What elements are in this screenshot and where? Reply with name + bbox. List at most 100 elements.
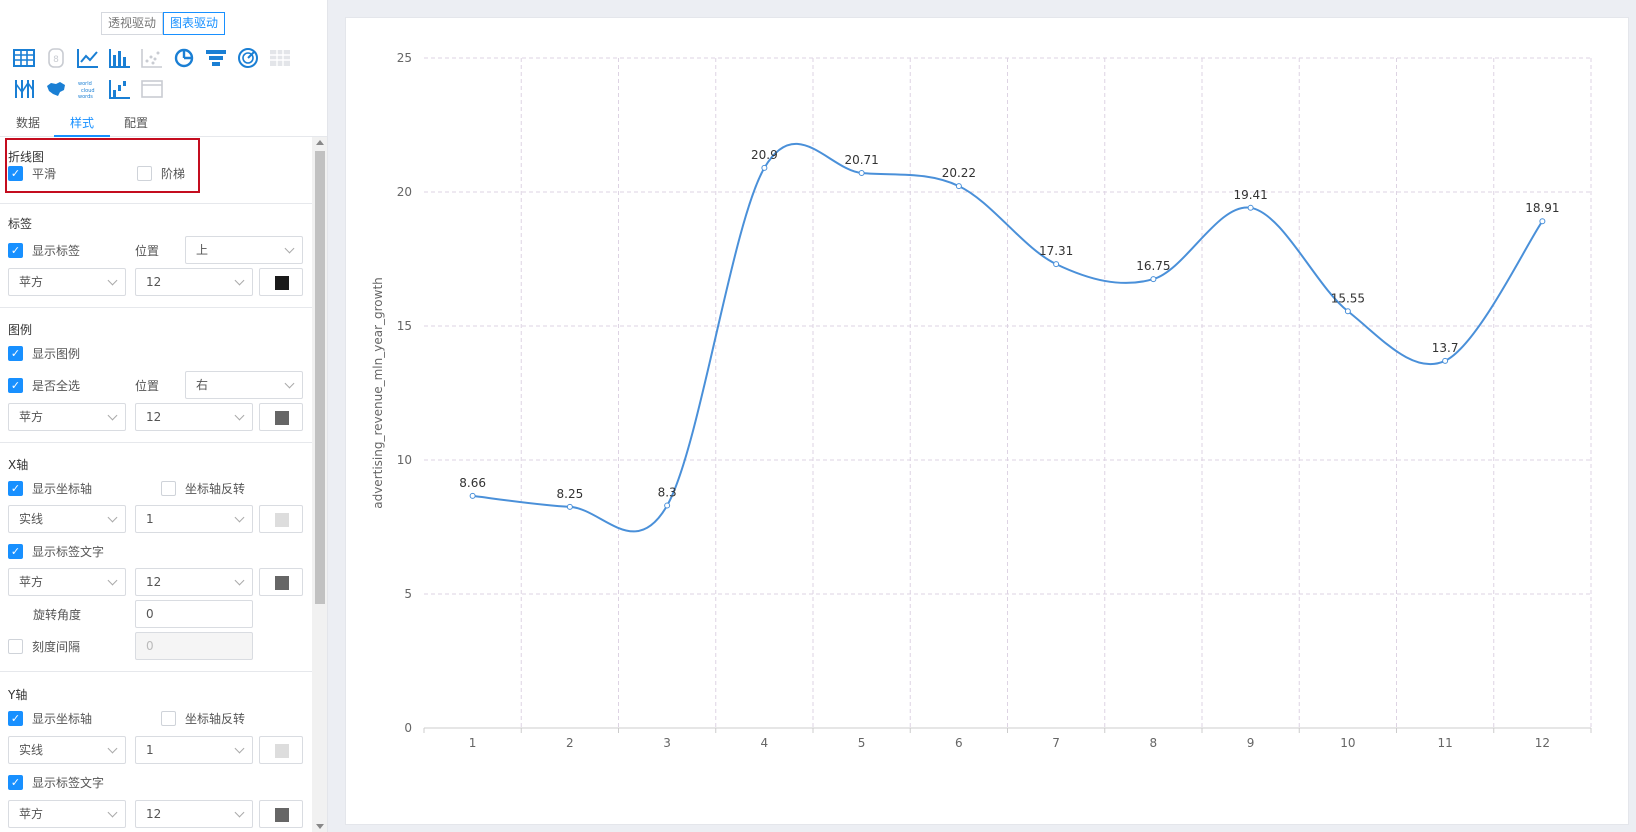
legend-font-select[interactable]: 苹方 xyxy=(8,403,126,431)
data-label: 20.9 xyxy=(751,148,778,162)
label-position-value: 上 xyxy=(196,243,209,257)
x-text-color-picker[interactable] xyxy=(259,568,303,596)
indicator-icon[interactable]: 8 xyxy=(40,44,72,72)
y-show-label-text-option[interactable]: ✓ 显示标签文字 xyxy=(8,774,104,791)
tab-config[interactable]: 配置 xyxy=(124,116,149,130)
y-show-axis-option[interactable]: ✓ 显示坐标轴 xyxy=(8,710,92,727)
x-line-width-select[interactable]: 1 xyxy=(135,505,253,533)
data-label: 13.7 xyxy=(1432,341,1459,355)
svg-text:world: world xyxy=(78,81,92,87)
scroll-down-icon[interactable] xyxy=(316,824,324,829)
label-position-text: 位置 xyxy=(135,244,160,258)
y-line-color-picker[interactable] xyxy=(259,736,303,764)
y-text-color-picker[interactable] xyxy=(259,800,303,828)
y-line-style-select[interactable]: 实线 xyxy=(8,736,126,764)
data-label: 18.91 xyxy=(1525,201,1559,215)
chart-driven-button[interactable]: 图表驱动 xyxy=(163,12,226,35)
data-label: 8.3 xyxy=(658,486,677,500)
wordcloud-icon[interactable]: world cloud words xyxy=(72,75,104,103)
line-chart-icon[interactable] xyxy=(72,44,104,72)
panel-scrollbar[interactable] xyxy=(312,137,327,832)
legend-position-text: 位置 xyxy=(135,379,160,393)
data-point xyxy=(1053,261,1060,268)
svg-text:words: words xyxy=(78,94,93,100)
label-color-picker[interactable] xyxy=(259,268,303,296)
tab-data[interactable]: 数据 xyxy=(16,116,41,130)
x-line-color-picker[interactable] xyxy=(259,505,303,533)
select-all-option[interactable]: ✓ 是否全选 xyxy=(8,377,80,394)
x-tick-label: 11 xyxy=(1437,736,1452,750)
label-size-select[interactable]: 12 xyxy=(135,268,253,296)
x-tick-label: 10 xyxy=(1340,736,1355,750)
y-reverse-checkbox[interactable] xyxy=(161,711,176,726)
parallel-icon[interactable] xyxy=(8,75,40,103)
show-label-option[interactable]: ✓ 显示标签 xyxy=(8,242,80,259)
select-all-checkbox[interactable]: ✓ xyxy=(8,378,23,393)
bar-chart-icon[interactable] xyxy=(104,44,136,72)
show-legend-option[interactable]: ✓ 显示图例 xyxy=(8,345,80,362)
legend-position-select[interactable]: 右 xyxy=(185,371,303,399)
legend-size-select[interactable]: 12 xyxy=(135,403,253,431)
x-tick-label: 2 xyxy=(566,736,574,750)
label-section-title: 标签 xyxy=(8,217,33,231)
y-reverse-option[interactable]: 坐标轴反转 xyxy=(161,710,245,727)
x-size-value: 12 xyxy=(146,575,162,589)
table-icon[interactable] xyxy=(8,44,40,72)
funnel-icon[interactable] xyxy=(200,44,232,72)
label-position-select[interactable]: 上 xyxy=(185,236,303,264)
x-interval-value: 0 xyxy=(146,639,154,653)
step-checkbox[interactable] xyxy=(137,166,152,181)
y-tick-label: 15 xyxy=(397,319,412,333)
y-text-color-swatch xyxy=(275,808,289,822)
heatmap-icon[interactable] xyxy=(264,44,296,72)
smooth-option[interactable]: ✓ 平滑 xyxy=(8,165,56,182)
y-show-axis-checkbox[interactable]: ✓ xyxy=(8,711,23,726)
pivot-driven-button[interactable]: 透视驱动 xyxy=(101,12,164,35)
scroll-up-icon[interactable] xyxy=(316,140,324,145)
scatter-icon[interactable] xyxy=(136,44,168,72)
y-line-width-select[interactable]: 1 xyxy=(135,736,253,764)
legend-font-value: 苹方 xyxy=(19,410,44,424)
label-font-select[interactable]: 苹方 xyxy=(8,268,126,296)
x-reverse-checkbox[interactable] xyxy=(161,481,176,496)
x-reverse-option[interactable]: 坐标轴反转 xyxy=(161,480,245,497)
map-icon[interactable] xyxy=(40,75,72,103)
x-font-select[interactable]: 苹方 xyxy=(8,568,126,596)
y-line-style-value: 实线 xyxy=(19,743,44,757)
x-rotate-value: 0 xyxy=(146,607,154,621)
y-tick-label: 5 xyxy=(404,587,412,601)
settings-panel: 透视驱动 图表驱动 8 xyxy=(0,0,328,832)
show-legend-label: 显示图例 xyxy=(32,347,81,361)
x-interval-input[interactable]: 0 xyxy=(135,632,253,660)
show-label-checkbox[interactable]: ✓ xyxy=(8,243,23,258)
tab-style[interactable]: 样式 xyxy=(54,108,111,137)
x-show-label-text-checkbox[interactable]: ✓ xyxy=(8,544,23,559)
show-legend-checkbox[interactable]: ✓ xyxy=(8,346,23,361)
x-show-axis-option[interactable]: ✓ 显示坐标轴 xyxy=(8,480,92,497)
x-interval-option[interactable]: 刻度间隔 xyxy=(8,638,80,655)
pie-chart-icon[interactable] xyxy=(168,44,200,72)
x-show-axis-checkbox[interactable]: ✓ xyxy=(8,481,23,496)
legend-color-picker[interactable] xyxy=(259,403,303,431)
chart-card: 0 5 10 15 20 25 1 2 3 4 5 6 7 8 9 10 11 12 advertising_rev… xyxy=(345,17,1629,825)
x-size-select[interactable]: 12 xyxy=(135,568,253,596)
x-line-style-select[interactable]: 实线 xyxy=(8,505,126,533)
rich-text-icon[interactable] xyxy=(136,75,168,103)
legend-position-label: 位置 xyxy=(135,377,159,394)
panel-tabs: 数据 样式 配置 xyxy=(0,108,327,137)
step-option[interactable]: 阶梯 xyxy=(137,165,185,182)
x-axis-section-title: X轴 xyxy=(8,458,29,472)
y-size-select[interactable]: 12 xyxy=(135,800,253,828)
radar-icon[interactable] xyxy=(232,44,264,72)
scrollbar-thumb[interactable] xyxy=(315,151,325,604)
label-font-value: 苹方 xyxy=(19,275,44,289)
x-show-label-text-option[interactable]: ✓ 显示标签文字 xyxy=(8,543,104,560)
waterfall-icon[interactable] xyxy=(104,75,136,103)
x-rotate-input[interactable]: 0 xyxy=(135,600,253,628)
y-font-select[interactable]: 苹方 xyxy=(8,800,126,828)
x-interval-checkbox[interactable] xyxy=(8,639,23,654)
y-show-label-text-checkbox[interactable]: ✓ xyxy=(8,775,23,790)
label-position-label: 位置 xyxy=(135,242,159,259)
smooth-checkbox[interactable]: ✓ xyxy=(8,166,23,181)
x-line-width-value: 1 xyxy=(146,512,154,526)
